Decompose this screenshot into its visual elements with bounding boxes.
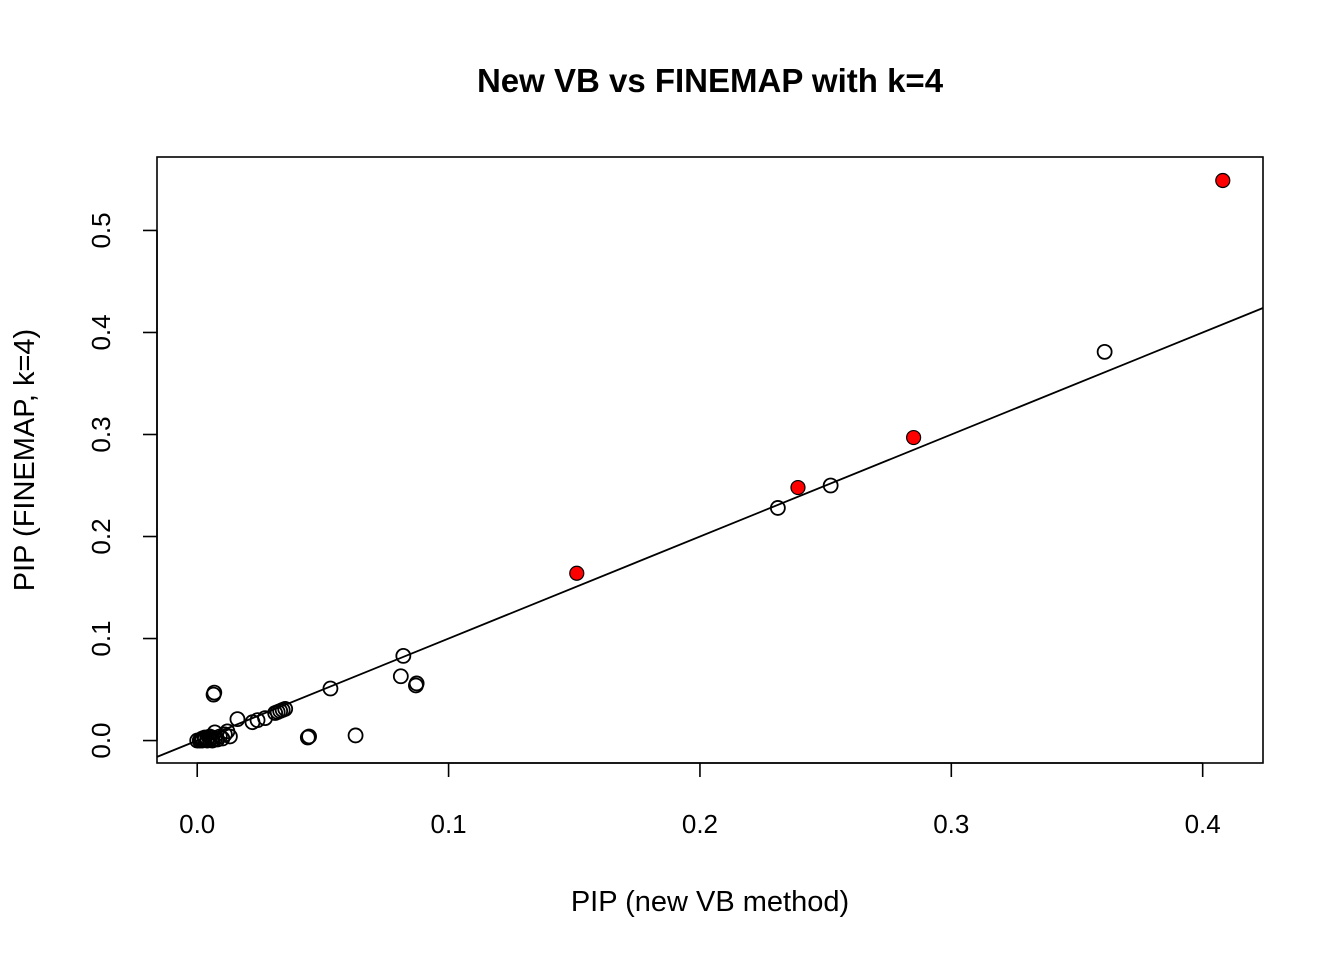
data-point xyxy=(1096,343,1113,360)
data-point xyxy=(322,680,339,697)
x-tick-label: 0.4 xyxy=(1185,809,1221,839)
y-tick-label: 0.4 xyxy=(86,314,116,350)
data-point xyxy=(257,710,273,727)
data-point xyxy=(229,711,246,728)
y-tick-label: 0.2 xyxy=(86,518,116,554)
data-point xyxy=(277,701,294,717)
highlighted-data-point xyxy=(790,479,806,496)
y-axis: 0.0 0.1 0.2 0.3 0.4 0.5 xyxy=(86,212,158,759)
y-tick-label: 0.5 xyxy=(86,212,116,248)
chart-title: New VB vs FINEMAP with k=4 xyxy=(477,62,944,99)
x-axis-label: PIP (new VB method) xyxy=(571,886,849,918)
y-tick-label: 0.1 xyxy=(86,620,116,656)
data-point xyxy=(206,684,223,701)
data-point xyxy=(395,647,412,664)
data-point xyxy=(299,729,316,746)
y-axis-label: PIP (FINEMAP, k=4) xyxy=(9,329,41,591)
highlighted-data-point xyxy=(569,565,585,581)
data-point xyxy=(221,728,238,745)
plot-area xyxy=(157,172,1263,758)
data-point xyxy=(408,675,425,692)
x-tick-label: 0.3 xyxy=(933,809,969,839)
x-tick-label: 0.2 xyxy=(682,809,718,839)
highlighted-data-point xyxy=(906,429,922,446)
plot-frame xyxy=(156,156,1264,764)
x-tick-label: 0.1 xyxy=(431,809,467,839)
data-point xyxy=(769,500,786,516)
data-point xyxy=(301,728,317,745)
reference-line xyxy=(157,307,1263,758)
y-tick-label: 0.3 xyxy=(86,416,116,452)
highlighted-data-point xyxy=(1215,172,1231,189)
y-tick-label: 0.0 xyxy=(86,722,116,758)
data-point xyxy=(392,668,409,685)
x-axis: 0.0 0.1 0.2 0.3 0.4 xyxy=(179,762,1221,839)
data-point xyxy=(249,712,266,729)
data-point xyxy=(822,477,839,494)
data-point xyxy=(347,727,364,744)
x-tick-label: 0.0 xyxy=(179,809,215,839)
